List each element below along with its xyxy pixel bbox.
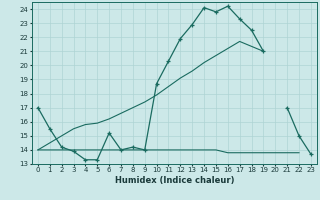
X-axis label: Humidex (Indice chaleur): Humidex (Indice chaleur) xyxy=(115,176,234,185)
